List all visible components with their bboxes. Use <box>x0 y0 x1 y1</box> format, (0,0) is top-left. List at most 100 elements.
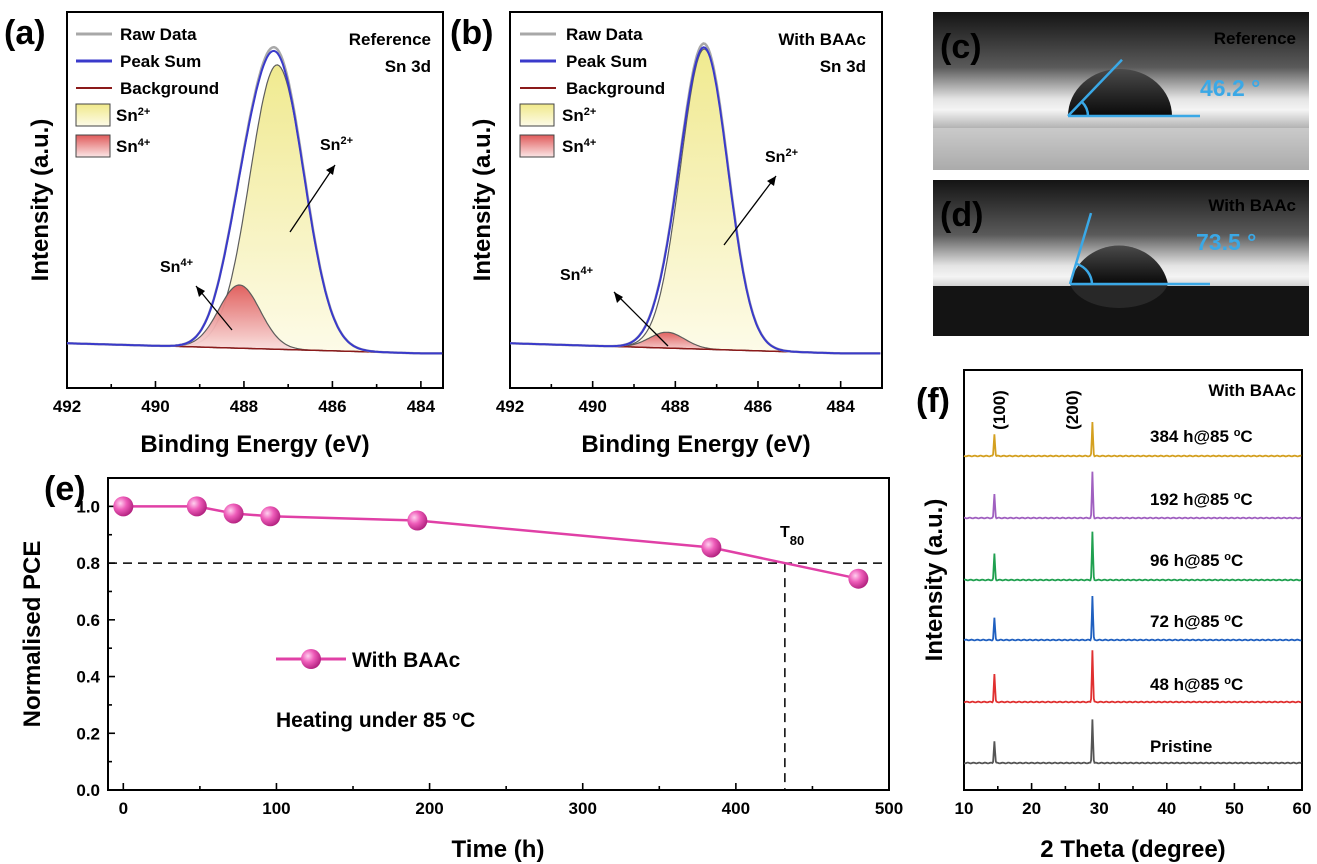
panel-e-t80-label: T80 <box>780 524 804 548</box>
panel-b-x-axis-label: Binding Energy (eV) <box>581 431 810 458</box>
panel-c-droplet <box>1068 68 1172 116</box>
panel-f-series-labels: 384 h@85 oC 192 h@85 oC 96 h@85 oC 72 h@… <box>1150 427 1253 756</box>
arrow-sn2-head <box>767 176 776 186</box>
panel-b-sample-label: With BAAc <box>778 30 866 49</box>
pce-point <box>260 506 281 527</box>
x-tick-label: 486 <box>744 397 772 416</box>
panel-d-droplet <box>1070 245 1168 284</box>
series-label-192h: 192 h@85 oC <box>1150 490 1253 509</box>
legend-peak-sum-label: Peak Sum <box>120 52 201 71</box>
panel-c-angle-arc <box>1081 101 1090 117</box>
panel-a-x-axis-label: Binding Energy (eV) <box>140 431 369 458</box>
x-tick-label: 30 <box>1090 799 1109 818</box>
panel-d-droplet-reflection <box>1070 284 1168 309</box>
panel-b-curves <box>510 42 881 355</box>
x-tick-label: 60 <box>1293 799 1312 818</box>
series-label-pristine: Pristine <box>1150 737 1212 756</box>
x-tick-label: 492 <box>53 397 81 416</box>
y-tick-label: 0.2 <box>76 724 100 743</box>
peak-sum-line <box>67 49 443 355</box>
x-tick-label: 486 <box>318 397 346 416</box>
panel-a-sample-label: Reference <box>349 30 431 49</box>
panel-d-contact-angle-with-baac: 73.5 ° (d) With BAAc <box>933 180 1309 336</box>
series-label-72h: 72 h@85 oC <box>1150 612 1243 631</box>
panel-f-sample-label: With BAAc <box>1208 381 1296 400</box>
panel-b-legend: Raw Data Peak Sum Background Sn2+ Sn4+ <box>519 25 665 158</box>
x-tick-label: 488 <box>230 397 258 416</box>
panel-e-stability: (e) 0 100 200 300 400 500 0.0 0.2 0.4 0.6 0.8 1.0 T… <box>19 470 903 863</box>
legend-sn4-swatch <box>75 134 111 158</box>
x-tick-label: 484 <box>407 397 436 416</box>
x-tick-label: 492 <box>496 397 524 416</box>
panel-a-y-axis-label: Intensity (a.u.) <box>27 119 54 282</box>
panel-d-angle-arc <box>1076 262 1094 285</box>
panel-b-xps-with-baac: (b) 492 490 488 486 484 Binding Energy (eV) … <box>450 11 883 458</box>
legend-raw-label: Raw Data <box>120 25 197 44</box>
panel-c-label: (c) <box>940 28 982 66</box>
xrd-pattern-3 <box>963 531 1302 582</box>
xrd-pattern-1 <box>963 650 1302 704</box>
arrow-sn2-line <box>289 164 336 233</box>
panel-f-series <box>963 421 1302 765</box>
pce-point <box>186 496 207 517</box>
panel-e-legend: With BAAc <box>276 649 461 672</box>
x-tick-label: 490 <box>578 397 606 416</box>
legend-sn2-label: Sn2+ <box>116 106 150 125</box>
panel-f-x-axis-label: 2 Theta (degree) <box>1040 836 1225 863</box>
x-tick-label: 100 <box>262 799 290 818</box>
panel-f-ticks: 10 20 30 40 50 60 <box>955 783 1312 818</box>
panel-e-x-axis-label: Time (h) <box>452 836 545 863</box>
series-label-384h: 384 h@85 oC <box>1150 427 1253 446</box>
x-tick-label: 40 <box>1157 799 1176 818</box>
panel-b-plot-frame <box>509 11 883 389</box>
panel-c-substrate <box>933 128 1309 170</box>
x-tick-label: 484 <box>826 397 855 416</box>
panel-d-label: (d) <box>940 196 983 234</box>
x-tick-label: 200 <box>415 799 443 818</box>
panel-b-x-ticks: 492 490 488 486 484 <box>496 381 855 416</box>
x-tick-label: 400 <box>722 799 750 818</box>
x-tick-label: 300 <box>569 799 597 818</box>
arrow-sn4-head <box>614 292 623 303</box>
panel-c-title: Reference <box>1214 29 1296 48</box>
panel-f-peak-label-100: (100) <box>990 390 1009 430</box>
legend-sn2-swatch <box>519 103 555 127</box>
panel-c-angle-value: 46.2 ° <box>1200 75 1260 101</box>
x-tick-label: 10 <box>955 799 974 818</box>
pce-point <box>407 510 428 531</box>
xrd-pattern-5 <box>963 421 1302 458</box>
panel-a-curves <box>67 45 443 355</box>
pce-point <box>701 537 722 558</box>
panel-c-tangent-line <box>1067 58 1123 117</box>
legend-peak-sum-label: Peak Sum <box>566 52 647 71</box>
annotation-sn4: Sn4+ <box>560 265 593 284</box>
panel-c-contact-angle-reference: 46.2 ° (c) Reference <box>933 12 1309 170</box>
annotation-sn2: Sn2+ <box>320 135 353 154</box>
series-label-48h: 48 h@85 oC <box>1150 675 1243 694</box>
y-tick-label: 0.6 <box>76 611 100 630</box>
legend-background-label: Background <box>566 79 665 98</box>
xrd-pattern-2 <box>963 595 1302 642</box>
x-tick-label: 20 <box>1022 799 1041 818</box>
panel-b-region-label: Sn 3d <box>820 57 866 76</box>
panel-a-region-label: Sn 3d <box>385 57 431 76</box>
legend-sn4-label: Sn4+ <box>116 137 150 156</box>
panel-d-angle-value: 73.5 ° <box>1196 229 1256 255</box>
peak-sum-line <box>510 46 881 355</box>
panel-e-ticks: 0 100 200 300 400 500 0.0 0.2 0.4 0.6 0.8 1.0 <box>76 477 903 818</box>
panel-a-plot-frame <box>66 11 444 389</box>
arrow-sn4-line <box>613 291 669 347</box>
legend-sn2-swatch <box>75 103 111 127</box>
panel-a-xps-reference: (a) 492 490 488 486 484 Binding Energy (eV) … <box>4 11 444 458</box>
xrd-pattern-4 <box>963 471 1302 520</box>
legend-series-label: With BAAc <box>352 649 461 672</box>
panel-a-label: (a) <box>4 14 46 52</box>
pce-point <box>113 496 134 517</box>
pce-point <box>848 568 869 589</box>
x-tick-label: 50 <box>1225 799 1244 818</box>
panel-a-legend: Raw Data Peak Sum Background Sn2+ Sn4+ <box>75 25 219 158</box>
panel-f-label: (f) <box>916 382 950 420</box>
x-tick-label: 500 <box>875 799 903 818</box>
legend-sn4-label: Sn4+ <box>562 137 596 156</box>
